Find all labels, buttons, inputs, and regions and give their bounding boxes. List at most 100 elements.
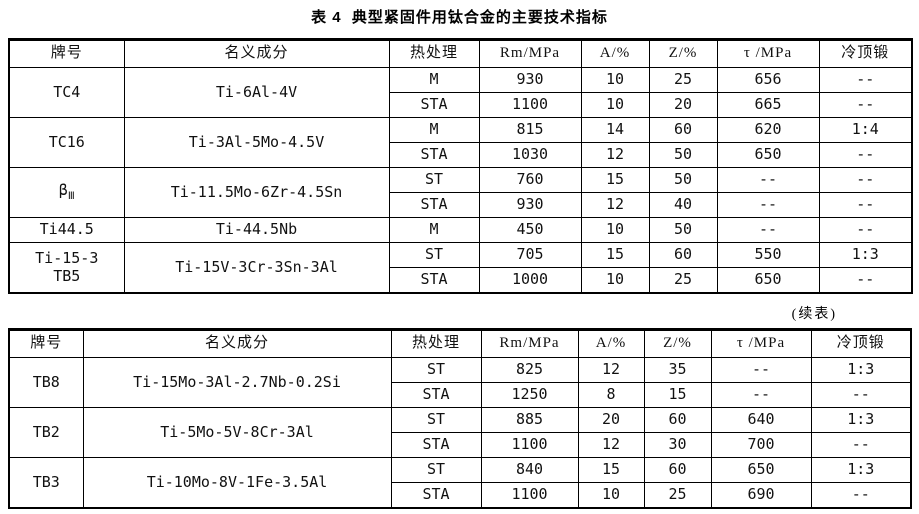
z-cell: 30 bbox=[643, 432, 712, 458]
rm-cell: 1100 bbox=[480, 432, 579, 458]
tau-cell: 665 bbox=[716, 92, 820, 118]
grade-cell: Ti44.5 bbox=[8, 217, 125, 243]
cold-heading-cell: -- bbox=[810, 382, 912, 408]
a-cell: 12 bbox=[580, 192, 650, 218]
z-cell: 25 bbox=[648, 67, 718, 93]
cold-heading-cell: -- bbox=[818, 142, 913, 168]
tau-cell: 656 bbox=[716, 67, 820, 93]
heat-treatment-cell: ST bbox=[388, 167, 480, 193]
table-row: TB2 Ti-5Mo-5V-8Cr-3Al ST 885 20 60 640 1:3 bbox=[8, 407, 912, 458]
cold-heading-cell: 1:3 bbox=[810, 407, 912, 433]
cold-heading-cell: -- bbox=[818, 217, 913, 243]
column-header-grade: 牌号 bbox=[8, 329, 84, 358]
table-row: Ti44.5 Ti-44.5Nb M 450 10 50 -- -- bbox=[8, 217, 913, 243]
column-header-tau: τ /MPa bbox=[716, 39, 820, 68]
heat-treatment-cell: ST bbox=[390, 457, 482, 483]
table-row: TC16 Ti-3Al-5Mo-4.5V M 815 14 60 620 1:4 bbox=[8, 117, 913, 168]
heat-treatment-cell: M bbox=[388, 117, 480, 143]
cold-heading-cell: -- bbox=[818, 267, 913, 294]
table-row: STA 930 12 40 -- -- bbox=[9, 192, 913, 218]
z-cell: 50 bbox=[648, 167, 718, 193]
composition-cell: Ti-44.5Nb bbox=[123, 217, 390, 243]
grade-subscript: Ⅲ bbox=[67, 191, 75, 203]
column-header-a: A/% bbox=[580, 39, 650, 68]
heat-treatment-cell: STA bbox=[388, 142, 480, 168]
column-header-z: Z/% bbox=[648, 39, 718, 68]
cold-heading-cell: -- bbox=[818, 192, 913, 218]
cold-heading-cell: 1:3 bbox=[818, 242, 913, 268]
cold-heading-cell: 1:3 bbox=[810, 457, 912, 483]
tau-cell: 650 bbox=[716, 142, 820, 168]
a-cell: 10 bbox=[580, 267, 650, 294]
z-cell: 40 bbox=[648, 192, 718, 218]
heat-treatment-cell: STA bbox=[390, 432, 482, 458]
a-cell: 15 bbox=[580, 242, 650, 268]
grade-cell: Ti-15-3 TB5 bbox=[8, 242, 125, 294]
table-row: STA 1100 10 20 665 -- bbox=[9, 92, 913, 118]
tau-cell: 690 bbox=[710, 482, 812, 509]
heat-treatment-cell: STA bbox=[390, 482, 482, 509]
tau-cell: 650 bbox=[716, 267, 820, 294]
continued-table-label: (续表) bbox=[791, 307, 837, 322]
rm-cell: 1100 bbox=[478, 92, 582, 118]
column-header-rm: Rm/MPa bbox=[478, 39, 582, 68]
table-row: STA 1030 12 50 650 -- bbox=[9, 142, 913, 168]
z-cell: 25 bbox=[643, 482, 712, 509]
z-cell: 60 bbox=[643, 407, 712, 433]
column-header-cold-heading: 冷顶锻 bbox=[818, 39, 913, 68]
tau-cell: -- bbox=[716, 192, 820, 218]
rm-cell: 1030 bbox=[478, 142, 582, 168]
z-cell: 50 bbox=[648, 217, 718, 243]
a-cell: 10 bbox=[580, 92, 650, 118]
a-cell: 15 bbox=[580, 167, 650, 193]
a-cell: 12 bbox=[577, 432, 645, 458]
header-row: 牌号 名义成分 热处理 Rm/MPa A/% Z/% τ /MPa 冷顶锻 bbox=[8, 39, 913, 68]
column-header-rm: Rm/MPa bbox=[480, 329, 579, 358]
table-row: TB8 Ti-15Mo-3Al-2.7Nb-0.2Si ST 825 12 35 -- 1:3 bbox=[8, 357, 912, 408]
heat-treatment-cell: STA bbox=[388, 92, 480, 118]
table-row: STA 1100 10 25 690 -- bbox=[9, 482, 912, 509]
z-cell: 60 bbox=[648, 117, 718, 143]
z-cell: 20 bbox=[648, 92, 718, 118]
rm-cell: 840 bbox=[480, 457, 579, 483]
heat-treatment-cell: STA bbox=[388, 267, 480, 294]
z-cell: 50 bbox=[648, 142, 718, 168]
composition-cell: Ti-10Mo-8V-1Fe-3.5Al bbox=[82, 457, 392, 509]
a-cell: 15 bbox=[577, 457, 645, 483]
grade-cell: TB2 bbox=[8, 407, 84, 458]
cold-heading-cell: -- bbox=[818, 167, 913, 193]
composition-cell: Ti-5Mo-5V-8Cr-3Al bbox=[82, 407, 392, 458]
cold-heading-cell: -- bbox=[818, 92, 913, 118]
cold-heading-cell: -- bbox=[810, 432, 912, 458]
tau-cell: -- bbox=[710, 382, 812, 408]
tau-cell: 550 bbox=[716, 242, 820, 268]
a-cell: 10 bbox=[580, 67, 650, 93]
rm-cell: 1100 bbox=[480, 482, 579, 509]
grade-cell: TB3 bbox=[8, 457, 84, 509]
a-cell: 20 bbox=[577, 407, 645, 433]
column-header-composition: 名义成分 bbox=[82, 329, 392, 358]
a-cell: 10 bbox=[577, 482, 645, 509]
rm-cell: 930 bbox=[478, 192, 582, 218]
z-cell: 60 bbox=[648, 242, 718, 268]
column-header-cold-heading: 冷顶锻 bbox=[810, 329, 912, 358]
composition-cell: Ti-3Al-5Mo-4.5V bbox=[123, 117, 390, 168]
rm-cell: 1000 bbox=[478, 267, 582, 294]
cold-heading-cell: 1:4 bbox=[818, 117, 913, 143]
column-header-grade: 牌号 bbox=[8, 39, 125, 68]
tau-cell: 620 bbox=[716, 117, 820, 143]
grade-label: β bbox=[58, 181, 68, 200]
rm-cell: 885 bbox=[480, 407, 579, 433]
table-row: TB3 Ti-10Mo-8V-1Fe-3.5Al ST 840 15 60 650 1:3 bbox=[8, 457, 912, 509]
table-row: STA 1250 8 15 -- -- bbox=[9, 382, 912, 408]
column-header-composition: 名义成分 bbox=[123, 39, 390, 68]
column-header-a: A/% bbox=[577, 329, 645, 358]
heat-treatment-cell: M bbox=[388, 217, 480, 243]
column-header-z: Z/% bbox=[643, 329, 712, 358]
continued-table: 牌号 名义成分 热处理 Rm/MPa A/% Z/% τ /MPa 冷顶锻 TB… bbox=[8, 328, 912, 509]
rm-cell: 815 bbox=[478, 117, 582, 143]
z-cell: 60 bbox=[643, 457, 712, 483]
tau-cell: 640 bbox=[710, 407, 812, 433]
heat-treatment-cell: ST bbox=[388, 242, 480, 268]
